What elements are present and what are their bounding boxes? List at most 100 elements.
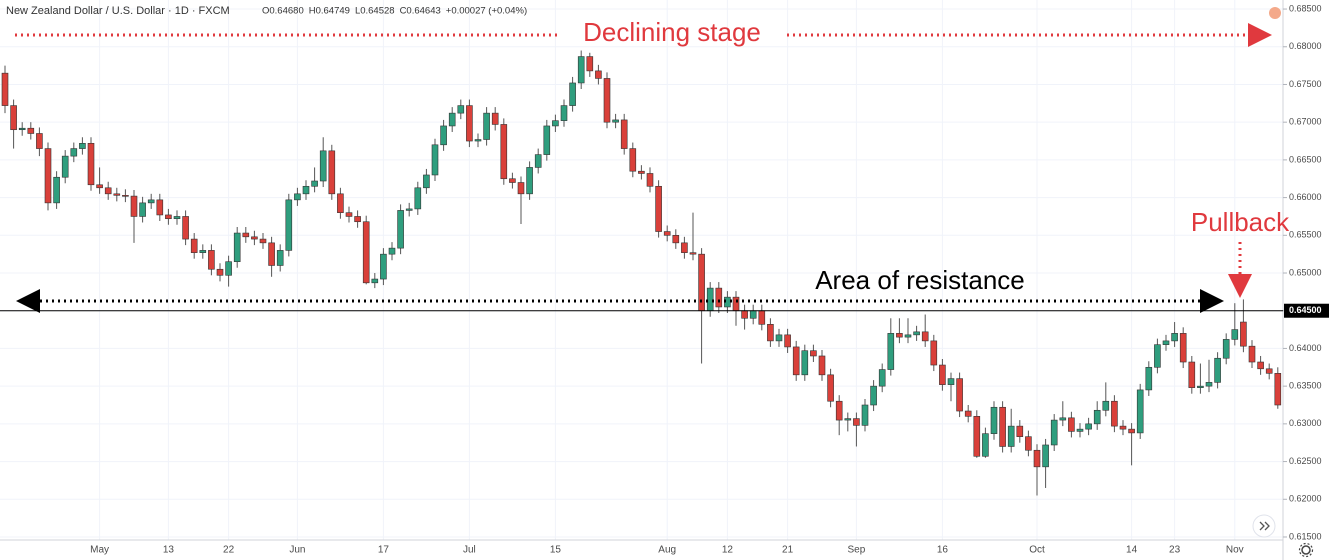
candle-body	[629, 148, 637, 172]
candle-body	[474, 139, 482, 142]
candle-body	[61, 155, 69, 178]
candle-body	[1214, 357, 1221, 383]
candle-body	[973, 416, 981, 457]
x-tick-label: 16	[937, 545, 949, 556]
candle-body	[982, 433, 989, 457]
candle-body	[18, 127, 26, 131]
y-tick-label: 0.64000	[1289, 343, 1322, 353]
y-tick-label: 0.63000	[1289, 418, 1322, 428]
candle-body	[371, 278, 379, 284]
candle-body	[328, 150, 336, 195]
candle-body	[552, 120, 559, 127]
candle-body	[1033, 449, 1041, 468]
candle-body	[999, 406, 1006, 447]
candle-body	[147, 199, 155, 204]
x-tick-label: 17	[378, 545, 390, 556]
candle-body	[423, 174, 430, 189]
alert-dot[interactable]	[1269, 7, 1281, 19]
candle-body	[1222, 339, 1230, 359]
grid	[0, 0, 1283, 540]
candle-body	[638, 170, 645, 174]
x-tick-label: 15	[550, 545, 562, 556]
candle-body	[706, 287, 714, 312]
candle-body	[1016, 425, 1024, 437]
candle-body	[939, 364, 946, 385]
candle-body	[827, 374, 834, 402]
candle-body	[27, 127, 35, 134]
candle-body	[1188, 361, 1196, 388]
ohlc-field: H0.64749	[309, 6, 350, 17]
candle-body	[801, 350, 809, 376]
candle-body	[1059, 417, 1067, 421]
candle-body	[457, 105, 465, 114]
candle-body	[1050, 419, 1058, 446]
ohlc-field: C0.64643	[400, 6, 441, 17]
ohlc-field: +0.00027 (+0.04%)	[446, 6, 527, 17]
ohlc-field: L0.64528	[355, 6, 395, 17]
candle-body	[861, 404, 869, 426]
candle-body	[156, 199, 164, 216]
candle-body	[405, 208, 413, 211]
candle-body	[466, 105, 473, 142]
ohlc-legend: O0.64680 H0.64749 L0.64528 C0.64643 +0.00027…	[262, 6, 527, 17]
candle-body	[792, 346, 800, 376]
y-tick-label: 0.68000	[1289, 41, 1322, 51]
candle-body	[345, 212, 353, 217]
candle-body	[956, 378, 963, 412]
candle-body	[10, 105, 17, 131]
candle-body	[216, 268, 224, 276]
candle-body	[526, 167, 533, 195]
candle-body	[595, 70, 602, 79]
candle-body	[1128, 428, 1135, 434]
x-tick-label: Jun	[289, 545, 305, 556]
candle-body	[612, 119, 619, 123]
x-tick-label: 12	[722, 545, 734, 556]
candle-body	[165, 214, 172, 220]
candle-body	[122, 195, 129, 197]
candle-body	[681, 242, 688, 253]
candle-body	[388, 247, 396, 255]
candle-body	[964, 410, 972, 417]
y-tick-label: 0.63500	[1289, 381, 1322, 391]
candle-body	[887, 333, 895, 370]
declining-label: Declining stage	[583, 17, 761, 47]
scroll-button[interactable]	[1252, 514, 1276, 538]
candle-body	[362, 221, 370, 284]
candle-body	[1205, 382, 1213, 387]
candle-body	[53, 176, 60, 204]
candle-body	[1068, 417, 1075, 432]
resistance-label: Area of resistance	[815, 265, 1025, 295]
candle-body	[1076, 428, 1084, 432]
candle-body	[294, 193, 301, 201]
x-tick-label: 14	[1126, 545, 1138, 556]
candle-body	[715, 287, 723, 308]
candle-body	[844, 418, 852, 421]
candle-body	[947, 378, 955, 385]
candle-body	[182, 216, 189, 240]
candle-body	[620, 119, 628, 149]
candle-body	[904, 334, 912, 338]
candle-body	[732, 296, 740, 312]
x-tick-label: 22	[223, 545, 235, 556]
candle-body	[500, 124, 508, 180]
candle-body	[285, 199, 293, 251]
candle-body	[758, 310, 766, 325]
x-tick-label: Sep	[848, 545, 866, 556]
candle-body	[87, 142, 95, 186]
candle-body	[818, 355, 826, 376]
x-tick-label: Nov	[1226, 545, 1244, 556]
settings-icon[interactable]	[1298, 542, 1314, 558]
candle-body	[440, 125, 447, 146]
candle-body	[586, 56, 594, 72]
candle-body	[130, 195, 138, 217]
candle-body	[79, 142, 86, 149]
ohlc-field: O0.64680	[262, 6, 304, 17]
candle-body	[767, 324, 774, 342]
y-tick-label: 0.67500	[1289, 79, 1322, 89]
candle-body	[319, 150, 327, 182]
candle-body	[1274, 373, 1282, 406]
candle-body	[104, 187, 112, 195]
candle-body	[448, 112, 456, 127]
candle-body	[930, 340, 938, 366]
